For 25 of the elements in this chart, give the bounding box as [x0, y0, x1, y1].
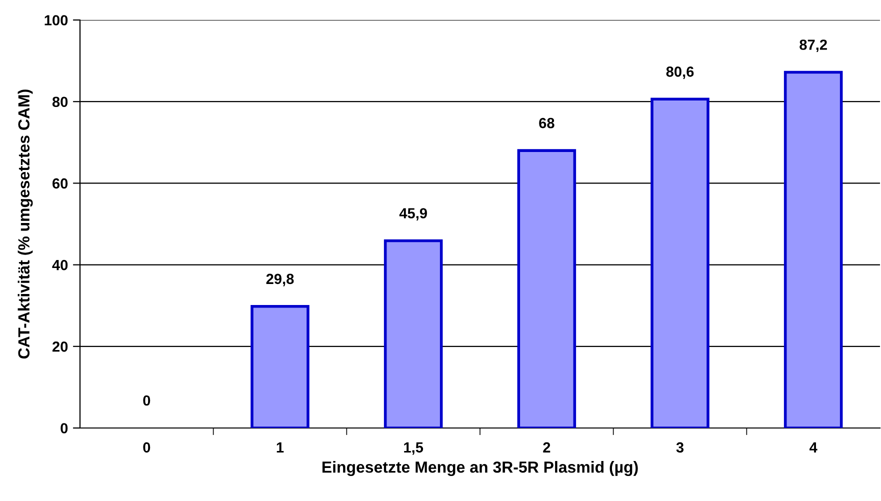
- y-axis-title: CAT-Aktivität (% umgesetztes CAM): [18, 90, 33, 359]
- x-tick-label: 1: [276, 442, 284, 452]
- y-tick-label: 40: [52, 260, 68, 270]
- data-label: 87,2: [800, 40, 827, 52]
- x-tick-label: 0: [143, 442, 150, 453]
- data-label: 0: [143, 395, 150, 406]
- bar: [650, 98, 710, 428]
- y-tick-label: 20: [52, 342, 68, 352]
- bar: [384, 239, 443, 428]
- y-tick-label: 100: [44, 15, 68, 26]
- data-label: 80,6: [666, 66, 694, 79]
- bar: [517, 149, 576, 428]
- y-tick-label: 80: [52, 96, 68, 108]
- data-label: 45,9: [399, 208, 427, 221]
- y-tick-label: 60: [52, 178, 68, 189]
- y-tick-label: 0: [60, 423, 68, 434]
- data-label: 68: [539, 118, 554, 128]
- bar: [784, 70, 843, 428]
- x-tick-label: 3: [676, 442, 684, 453]
- bar: [250, 305, 310, 428]
- x-tick-label: 4: [810, 442, 818, 452]
- x-tick-label: 2: [543, 442, 550, 452]
- data-label: 29,8: [266, 274, 294, 286]
- x-axis-title: Eingesetzte Menge an 3R-5R Plasmid (µg): [322, 461, 638, 476]
- x-tick-label: 1,5: [404, 442, 424, 455]
